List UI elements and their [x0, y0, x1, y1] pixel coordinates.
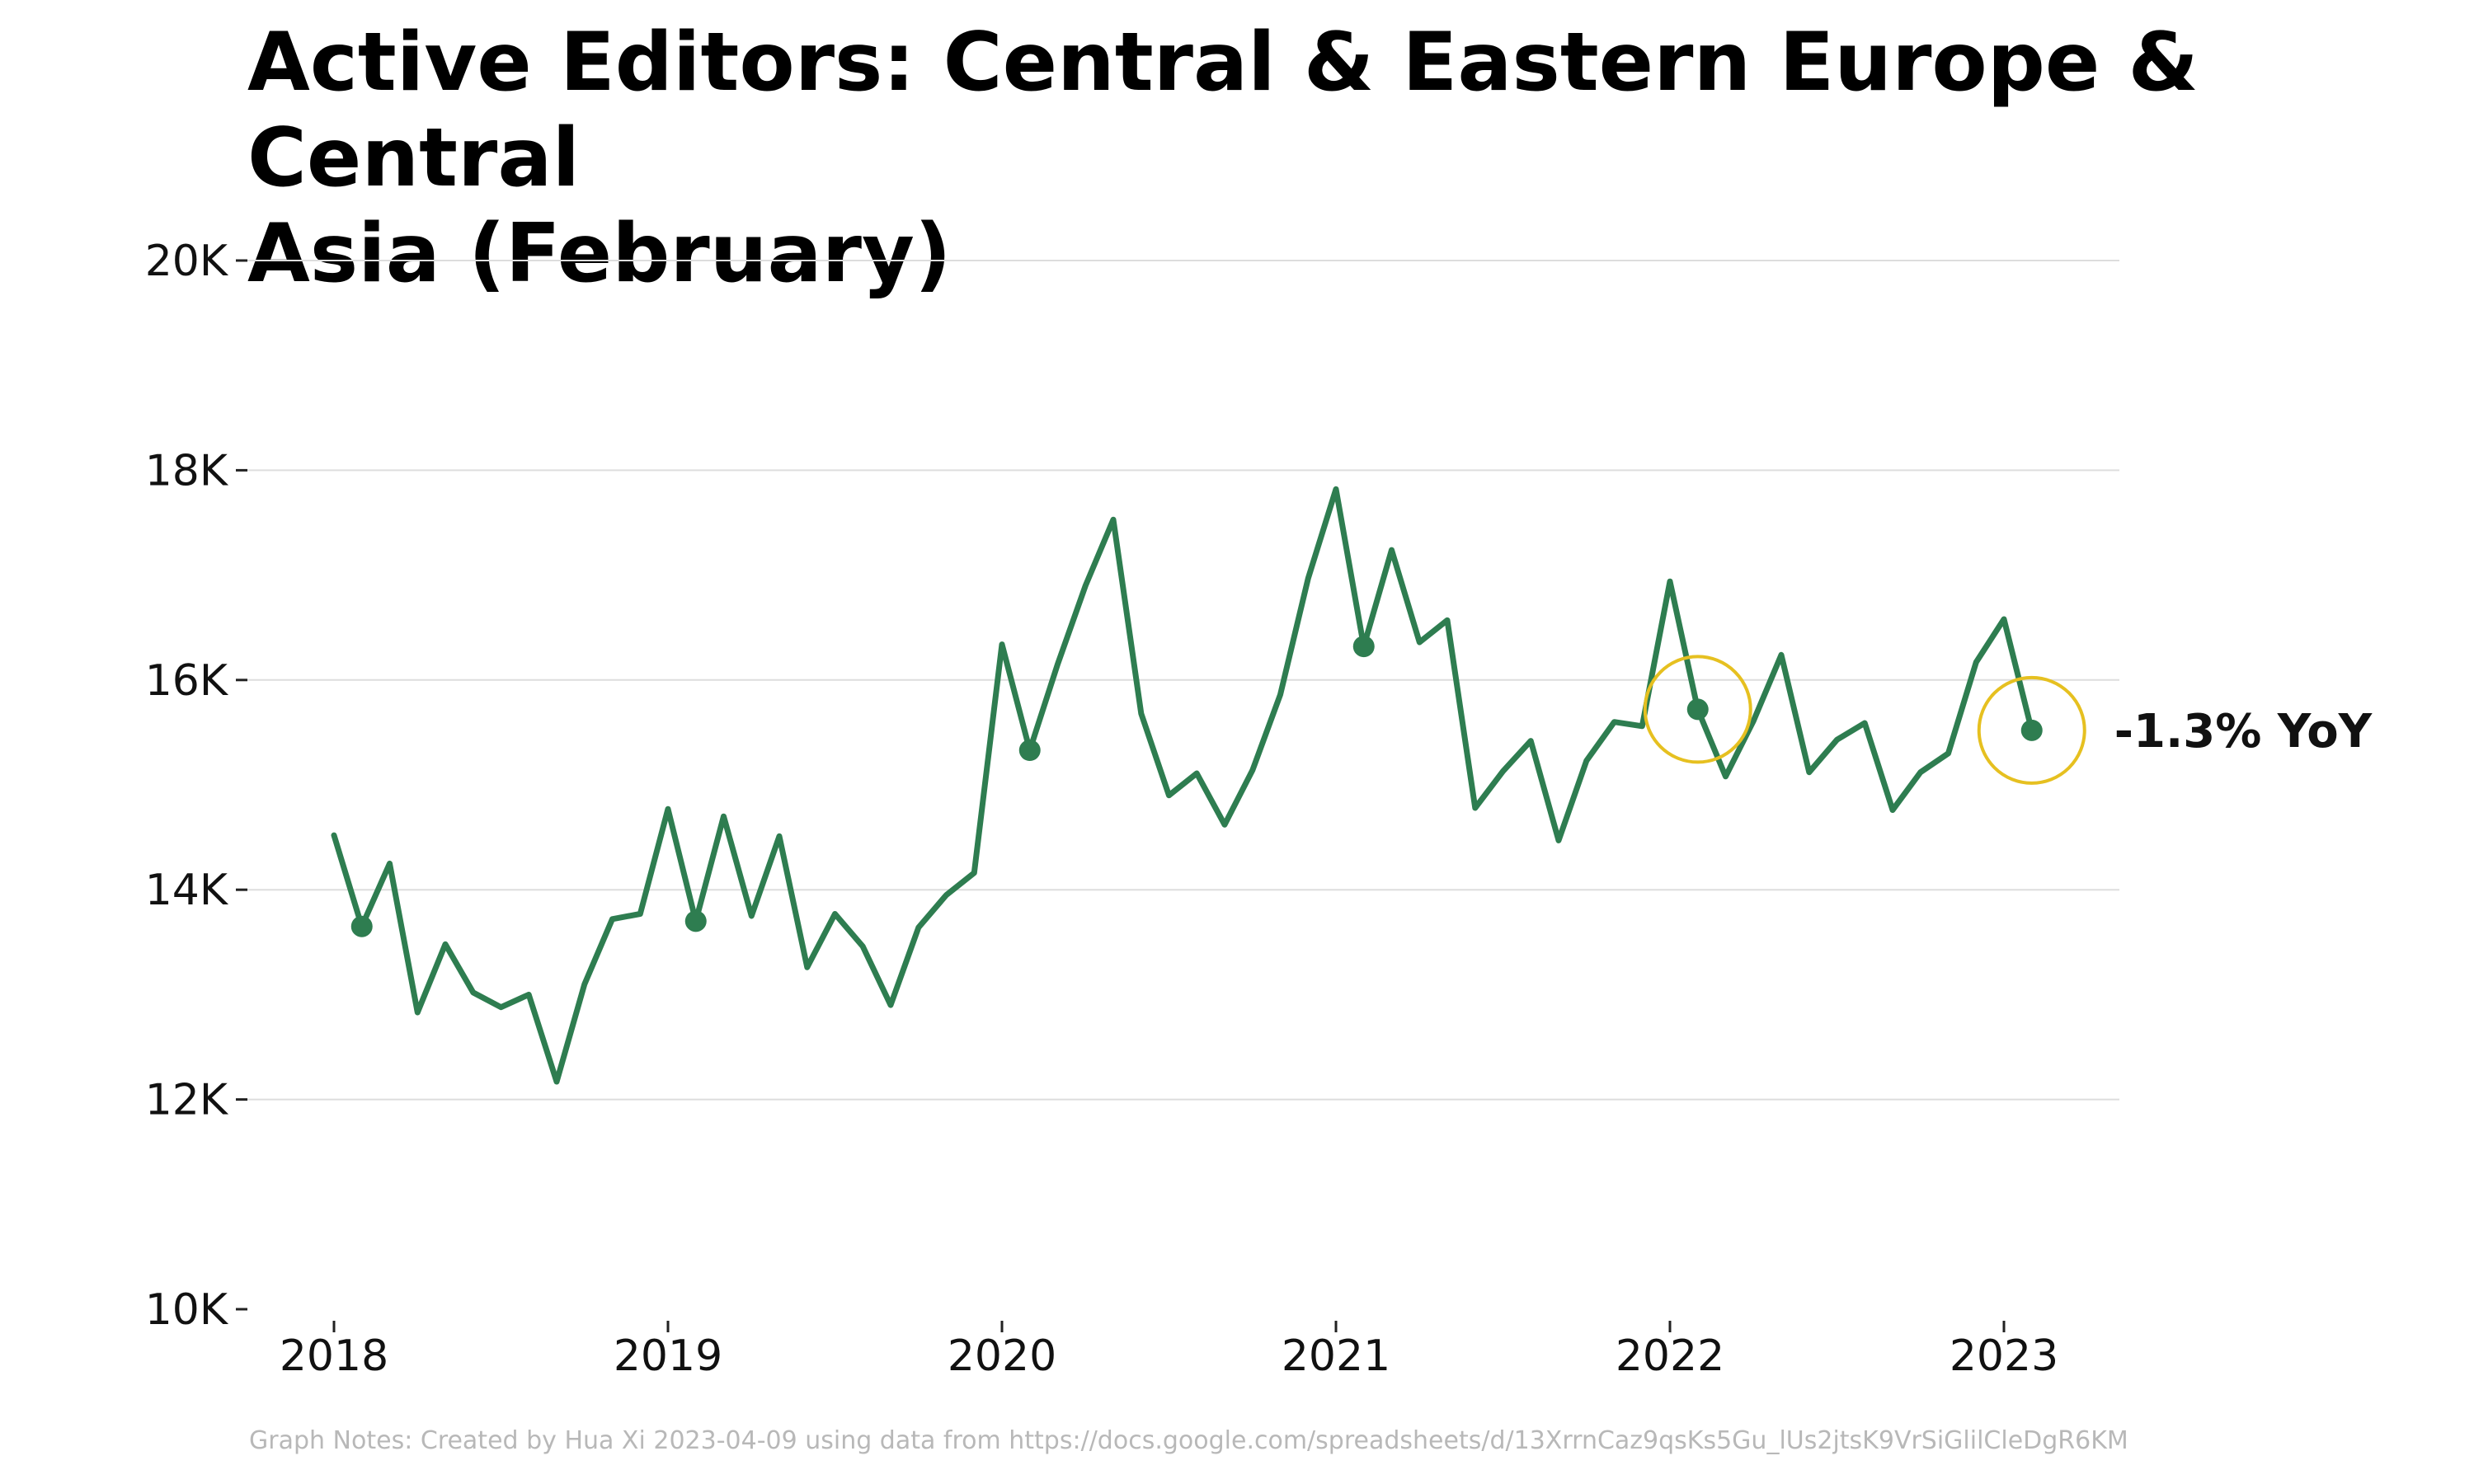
gridlines — [247, 260, 2119, 1101]
y-tick-label: 12K — [145, 1076, 229, 1125]
chart-title-line-1: Active Editors: Central & Eastern Europe… — [247, 16, 2199, 205]
highlight-circle-2022-02 — [1643, 655, 1752, 764]
data-point-2021-02 — [1352, 636, 1375, 658]
x-tick-label: 2021 — [1282, 1331, 1390, 1381]
series-line-layer — [331, 486, 2035, 1085]
series-line — [331, 486, 2035, 1085]
y-axis: 10K 12K 14K 16K 18K 20K — [145, 237, 247, 1335]
yoy-annotation: -1.3% YoY — [2114, 705, 2373, 758]
y-tick-label: 14K — [145, 866, 229, 915]
highlight-circle-2023-02 — [1977, 675, 2086, 785]
x-tick-label: 2019 — [614, 1331, 722, 1381]
chart-title: Active Editors: Central & Eastern Europe… — [247, 15, 2458, 302]
data-point-2019-02 — [684, 910, 707, 932]
chart-title-line-2: Asia (February) — [247, 207, 952, 301]
data-point-2022-02 — [1686, 698, 1709, 721]
y-tick-label: 18K — [145, 446, 229, 495]
data-point-2020-02 — [1018, 740, 1041, 762]
y-tick-label: 20K — [145, 237, 229, 286]
highlight-points — [350, 636, 2043, 937]
data-point-2018-02 — [350, 915, 373, 937]
x-tick-label: 2020 — [948, 1331, 1056, 1381]
y-tick-label: 10K — [145, 1285, 229, 1335]
graph-notes: Graph Notes: Created by Hua Xi 2023-04-0… — [249, 1426, 2128, 1455]
x-tick-label: 2018 — [280, 1331, 388, 1381]
x-tick-label: 2023 — [1950, 1331, 2058, 1381]
x-axis: 2018 2019 2020 2021 2022 2023 — [280, 1321, 2058, 1381]
annotations: -1.3% YoY — [1643, 655, 2373, 785]
data-point-2023-02 — [2020, 719, 2043, 741]
x-tick-label: 2022 — [1616, 1331, 1724, 1381]
y-tick-label: 16K — [145, 656, 229, 706]
